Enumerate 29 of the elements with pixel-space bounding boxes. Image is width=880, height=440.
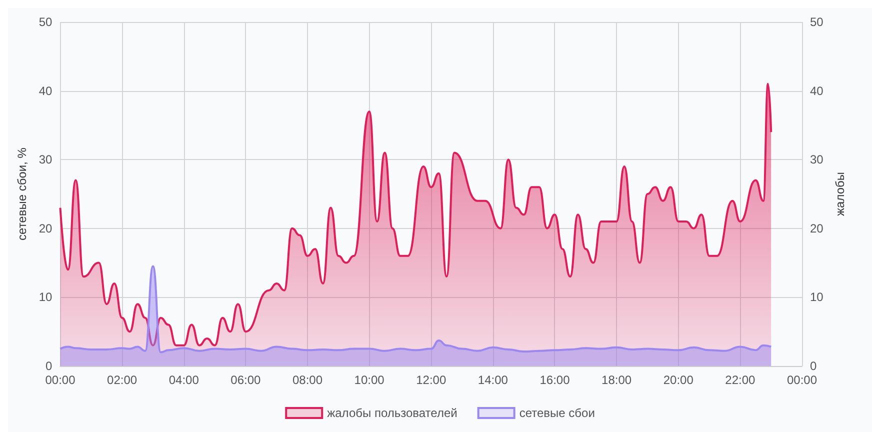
y2-tick-label: 30 xyxy=(810,152,824,167)
x-tick-label: 04:00 xyxy=(168,373,200,387)
x-tick-label: 06:00 xyxy=(230,373,262,387)
x-tick-label: 10:00 xyxy=(354,373,385,387)
y-tick-label: 50 xyxy=(38,15,53,29)
y2-axis-title: жалобы xyxy=(833,172,848,216)
y-tick-label: 10 xyxy=(38,290,53,304)
legend-label: жалобы пользователей xyxy=(327,406,458,420)
y2-tick-label: 10 xyxy=(810,290,824,304)
y2-tick-label: 40 xyxy=(810,84,824,98)
x-tick-label: 00:00 xyxy=(786,373,818,387)
x-tick-label: 22:00 xyxy=(725,373,756,387)
y-tick-label: 20 xyxy=(38,221,53,236)
x-tick-label: 02:00 xyxy=(107,373,138,387)
y-axis-title: сетевые сбои, % xyxy=(15,147,29,240)
x-tick-label: 16:00 xyxy=(540,373,570,387)
x-tick-label: 20:00 xyxy=(663,373,694,387)
y2-tick-label: 50 xyxy=(810,15,824,29)
y-tick-label: 30 xyxy=(38,152,53,167)
y2-tick-label: 20 xyxy=(810,221,824,236)
x-tick-label: 08:00 xyxy=(292,373,323,387)
x-tick-label: 00:00 xyxy=(45,373,76,387)
legend-label: сетевые сбои xyxy=(519,406,595,420)
y-tick-label: 0 xyxy=(46,359,53,373)
y2-tick-label: 0 xyxy=(810,359,817,373)
x-tick-label: 12:00 xyxy=(416,373,446,387)
x-tick-label: 14:00 xyxy=(478,373,508,387)
x-tick-label: 18:00 xyxy=(602,373,632,387)
y-tick-label: 40 xyxy=(38,84,53,98)
